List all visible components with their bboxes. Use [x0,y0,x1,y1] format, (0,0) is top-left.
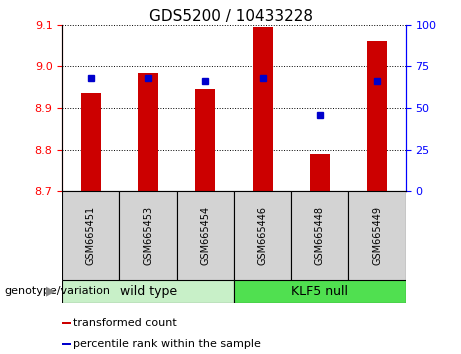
Bar [253,27,272,191]
Text: GSM665448: GSM665448 [315,206,325,265]
Bar [138,73,158,191]
Text: GSM665446: GSM665446 [258,206,267,265]
Text: genotype/variation: genotype/variation [5,286,111,296]
Text: KLF5 null: KLF5 null [291,285,349,298]
Text: GSM665454: GSM665454 [201,206,210,265]
Text: GDS5200 / 10433228: GDS5200 / 10433228 [148,9,313,24]
Text: percentile rank within the sample: percentile rank within the sample [73,339,261,349]
Text: GSM665451: GSM665451 [86,206,96,265]
Bar [62,343,71,346]
Bar [367,41,387,191]
Bar [310,154,330,191]
Bar [62,191,119,280]
Bar [349,191,406,280]
Bar [234,280,406,303]
Text: wild type: wild type [119,285,177,298]
Bar [119,191,177,280]
Bar [62,280,234,303]
Text: ▶: ▶ [46,285,55,298]
Bar [195,89,215,191]
Bar [234,191,291,280]
Text: GSM665449: GSM665449 [372,206,382,265]
Bar [81,93,101,191]
Text: transformed count: transformed count [73,318,177,328]
Text: GSM665453: GSM665453 [143,206,153,265]
Bar [62,322,71,324]
Bar [291,191,349,280]
Bar [177,191,234,280]
